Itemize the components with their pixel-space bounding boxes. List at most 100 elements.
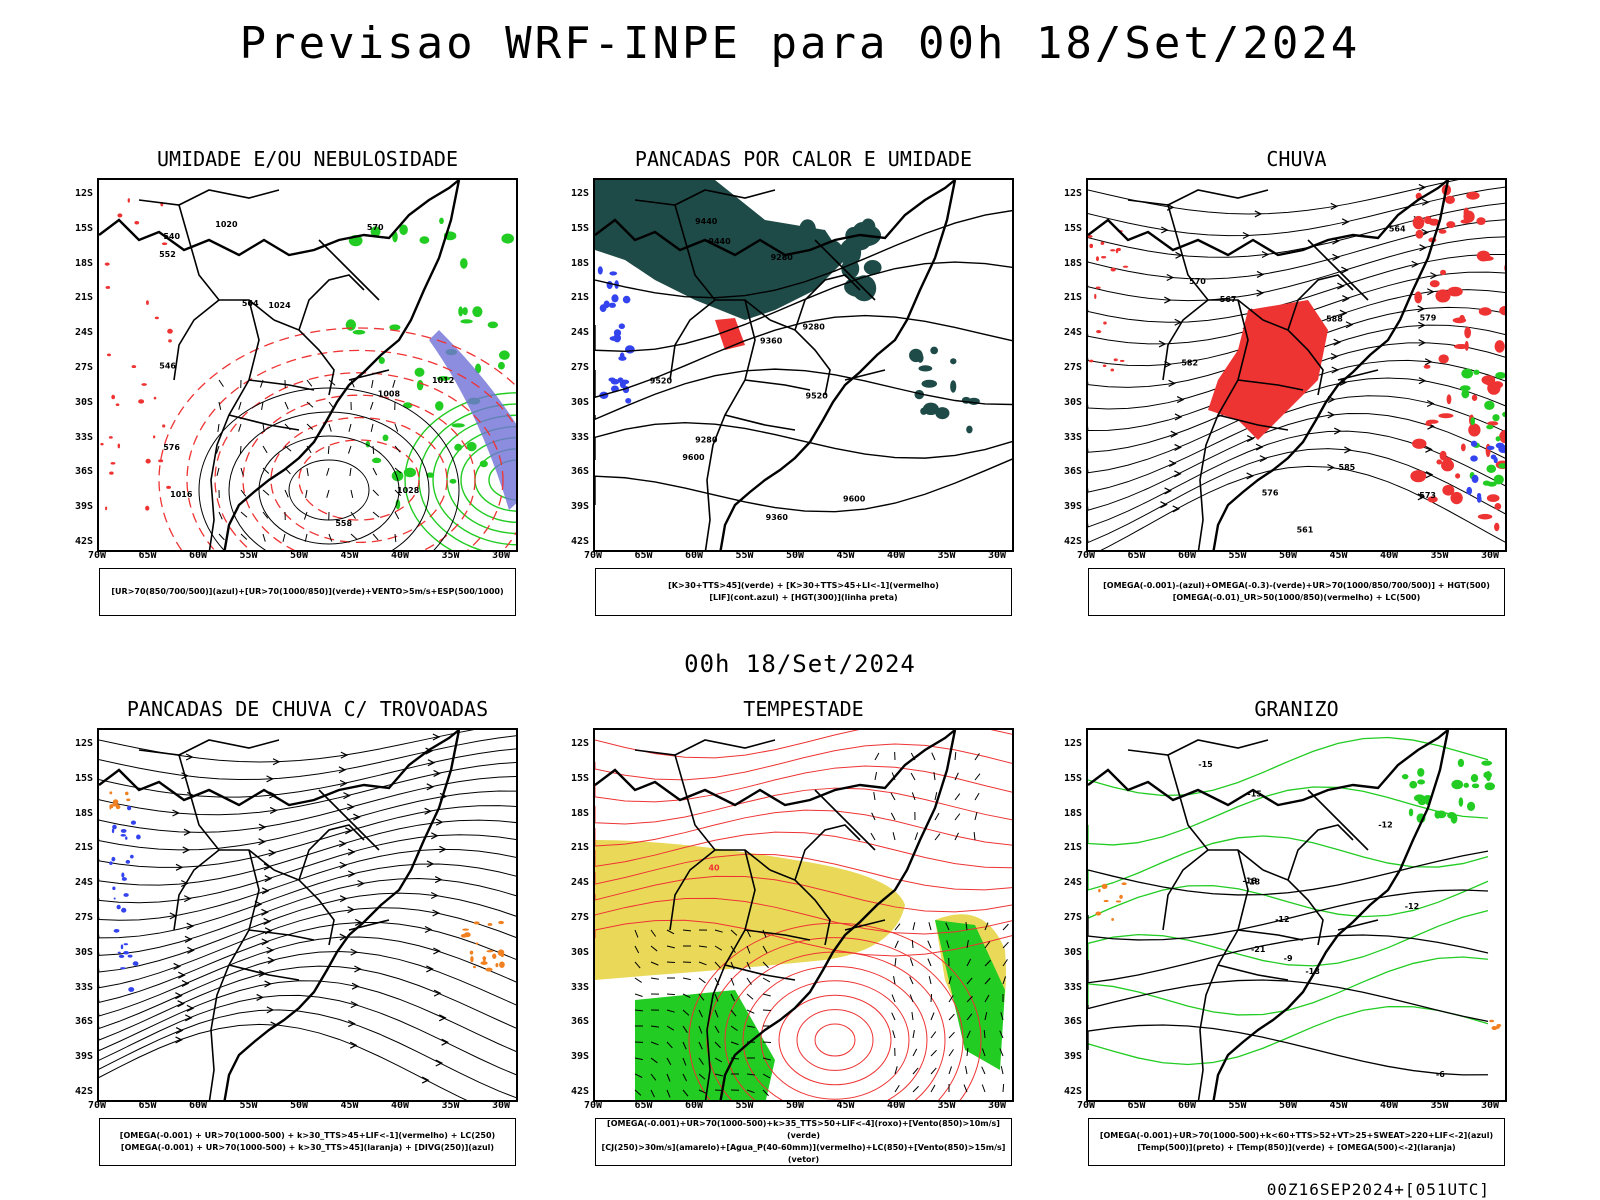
wind-vector [934, 792, 938, 801]
wind-vector [746, 945, 751, 954]
contour-label: -21 [1251, 945, 1266, 954]
country-border [769, 869, 831, 946]
latitude-tick-label: 42S [570, 536, 589, 547]
flow-arrow [1256, 270, 1265, 278]
rain-red-area [1410, 470, 1427, 483]
contour-line [258, 435, 400, 545]
contour-label: 9440 [708, 237, 731, 246]
wind-vector [981, 1066, 986, 1075]
humidity-green-area [498, 350, 510, 360]
wind-vector [1002, 1083, 1005, 1093]
humidity-green-area [399, 224, 408, 236]
longitude-tick-label: 30W [1480, 1100, 1500, 1111]
wind-vector [914, 832, 919, 841]
wind-vector [746, 1009, 755, 1014]
thunderstorm-orange-area [485, 967, 493, 972]
flow-arrow [256, 993, 264, 1001]
divergence-blue-area [128, 987, 135, 992]
lif-blue-contour [609, 271, 618, 276]
divergence-blue-area [111, 856, 116, 862]
panel-legend: [UR>70(850/700/500)](azul)+[UR>70(1000/8… [99, 568, 516, 616]
humidity-green-area [451, 423, 465, 428]
instability-green-area [595, 180, 845, 320]
humidity-green-area [403, 467, 417, 478]
thunderstorm-orange-area [124, 791, 129, 796]
wind-vector [714, 961, 721, 969]
precipitable-water-line [595, 919, 1012, 957]
streamline [99, 748, 516, 798]
streamline [1088, 202, 1505, 258]
longitude-tick-label: 55W [1228, 1100, 1247, 1111]
temp500-line [1088, 850, 1489, 896]
contour-label: -15 [1247, 790, 1262, 799]
flow-arrow [435, 1059, 444, 1067]
latitude-tick-label: 36S [570, 466, 589, 478]
precipitable-water-line [595, 730, 1012, 759]
flow-arrow [175, 1027, 184, 1035]
wind-vector [350, 533, 358, 540]
flow-arrow [1160, 226, 1169, 234]
wind-vector [304, 533, 308, 542]
flow-arrow [439, 845, 447, 853]
longitude-tick-label: 45W [836, 1100, 855, 1111]
contour-label: 1028 [397, 486, 420, 495]
longitude-tick-label: 35W [441, 1100, 460, 1111]
wind850-green-area [635, 990, 775, 1100]
contour-line [460, 436, 516, 524]
longitude-tick-label: 40W [390, 1100, 410, 1111]
rain-red-area [1464, 326, 1471, 339]
wind-vector [666, 993, 676, 996]
rain-green-area [1502, 411, 1505, 418]
rain-green-area [1495, 371, 1505, 379]
wind-vector [746, 1025, 755, 1028]
wind-vector [892, 832, 896, 841]
thickness-red-dots [158, 459, 164, 463]
latitude-tick-label: 33S [1063, 431, 1082, 443]
instability-green-area [966, 425, 973, 434]
latitude-tick-label: 33S [570, 431, 589, 443]
wind-vector [948, 1049, 954, 1057]
wind-vector [394, 511, 400, 520]
precipitable-water-line [595, 897, 1012, 935]
flow-arrow [254, 900, 263, 908]
country-border [273, 869, 335, 946]
country-border [138, 739, 280, 756]
thickness-red-dots [166, 485, 172, 489]
rain-red-area [1486, 494, 1500, 503]
latitude-tick-label: 24S [1063, 877, 1082, 889]
flow-arrow [1339, 309, 1348, 317]
contour-label: 573 [1419, 491, 1436, 500]
thunderstorm-orange-area [492, 953, 497, 959]
instability-green-area [950, 358, 957, 365]
humidity-green-area [439, 217, 444, 225]
contour-line [242, 394, 476, 550]
omega-orange-area [1103, 899, 1109, 903]
divergence-blue-area [125, 836, 128, 840]
wind-vector [218, 379, 224, 387]
flow-arrow [424, 807, 432, 815]
flow-arrow [1168, 459, 1177, 468]
contour-label: 540 [163, 232, 180, 241]
rain-blue-area [1476, 494, 1482, 503]
flow-arrow [272, 758, 281, 766]
rain-red-area [1094, 293, 1097, 300]
wind-vector [930, 1012, 935, 1021]
lif-blue-contour [611, 294, 619, 303]
legend-line: [UR>70(850/700/500)](azul)+[UR>70(1000/8… [111, 587, 504, 596]
country-border [248, 379, 315, 391]
flow-arrow [266, 1006, 275, 1014]
instability-green-area [930, 346, 939, 355]
country-border [1167, 754, 1264, 871]
legend-line: [OMEGA(-0.001)-(azul)+OMEGA(-0.3)-(verde… [1103, 581, 1490, 590]
latitude-tick-label: 24S [1063, 327, 1082, 339]
flow-arrow [1170, 430, 1179, 438]
instability-green-area [914, 389, 924, 400]
rain-red-area [1425, 421, 1432, 426]
wind-vector [934, 833, 941, 841]
country-border [1162, 299, 1209, 381]
humidity-green-area [436, 376, 451, 381]
thickness-red-dots [138, 399, 145, 404]
humidity-green-area [449, 478, 457, 484]
wind-vector [650, 961, 659, 966]
humidity-blue-area [429, 330, 516, 510]
